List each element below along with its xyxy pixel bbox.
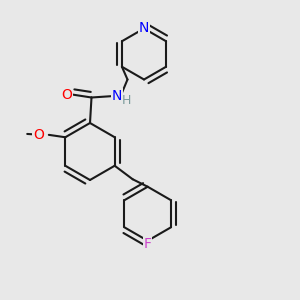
Text: F: F [144,237,152,251]
Text: N: N [112,89,122,103]
Text: N: N [139,22,149,35]
Text: H: H [121,94,131,107]
Text: O: O [33,128,44,142]
Text: O: O [61,88,72,101]
